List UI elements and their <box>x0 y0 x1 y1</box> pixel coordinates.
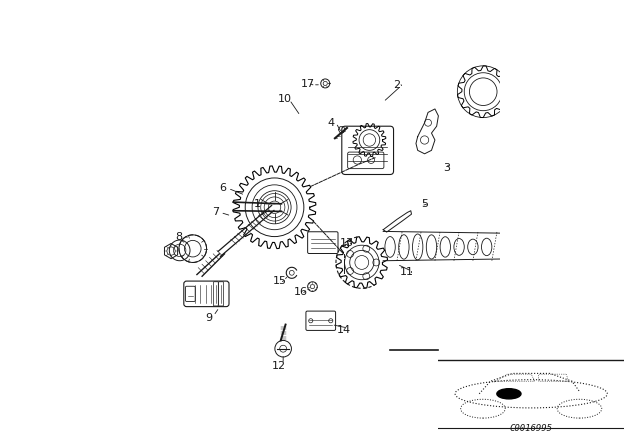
Text: 11: 11 <box>399 267 413 277</box>
Text: 10: 10 <box>278 94 292 103</box>
Text: 2: 2 <box>394 80 401 90</box>
Text: 4: 4 <box>328 118 335 128</box>
Text: 3: 3 <box>444 163 451 172</box>
Text: 14: 14 <box>337 325 351 335</box>
Text: 1: 1 <box>254 199 260 209</box>
Text: 7: 7 <box>212 207 220 217</box>
Text: 16: 16 <box>294 288 308 297</box>
Text: 9: 9 <box>205 313 212 323</box>
Text: 6: 6 <box>220 183 227 193</box>
Text: 8: 8 <box>175 232 182 242</box>
Text: 5: 5 <box>421 199 428 209</box>
Text: C0016995: C0016995 <box>509 424 553 433</box>
Text: 15: 15 <box>273 276 287 286</box>
Text: 13: 13 <box>340 238 354 249</box>
Circle shape <box>497 389 521 399</box>
Text: 12: 12 <box>272 361 286 371</box>
Text: 17: 17 <box>301 79 316 89</box>
